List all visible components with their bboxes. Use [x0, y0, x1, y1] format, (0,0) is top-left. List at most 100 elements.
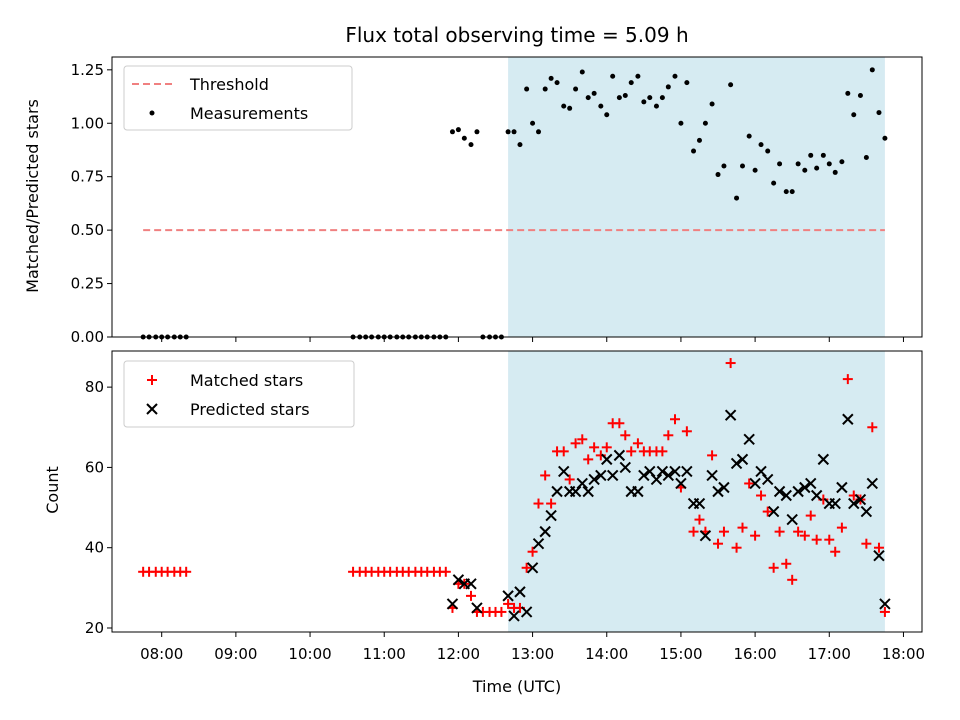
measurement-point	[455, 127, 461, 133]
measurement-point	[709, 101, 715, 107]
measurement-point	[845, 90, 851, 96]
matched-star-point	[737, 522, 748, 533]
measurement-point	[665, 84, 671, 90]
measurement-point	[573, 86, 579, 92]
measurement-point	[653, 103, 659, 109]
matched-star-point	[570, 438, 581, 449]
predicted-star-point	[817, 453, 830, 466]
legend-box-bottom	[123, 360, 355, 428]
predicted-star-point	[656, 465, 669, 478]
matched-star-point	[577, 434, 588, 445]
predicted-star-point	[576, 477, 588, 490]
predicted-star-point	[712, 485, 724, 498]
matched-star-point	[440, 566, 451, 577]
predicted-star-point	[699, 529, 712, 542]
x-tick-label: 09:00	[214, 645, 257, 663]
predicted-star-point	[502, 590, 514, 602]
matched-star-point	[466, 590, 477, 601]
predicted-star-point	[558, 465, 570, 478]
measurement-point	[449, 129, 455, 135]
predicted-star-point	[718, 481, 730, 494]
predicted-star-point	[805, 477, 817, 490]
measurement-point	[728, 82, 734, 88]
measurement-point	[820, 152, 826, 158]
matched-star-point	[589, 442, 600, 453]
x-tick-label: 15:00	[659, 645, 702, 663]
matched-star-point	[713, 538, 724, 549]
predicted-star-point	[773, 485, 786, 498]
predicted-star-point	[446, 598, 459, 610]
predicted-star-point	[551, 485, 563, 498]
matched-star-point	[688, 526, 699, 537]
measurement-point	[691, 148, 697, 154]
measurement-point	[610, 73, 616, 79]
x-tick-label: 17:00	[808, 645, 851, 663]
measurement-point	[826, 161, 832, 167]
measurement-point	[461, 135, 467, 141]
matched-star-point	[626, 446, 637, 457]
measurement-point	[585, 95, 591, 101]
matched-star-point	[564, 474, 575, 485]
predicted-star-point	[539, 525, 551, 538]
measurement-point	[808, 152, 814, 158]
chart-title: Flux total observing time = 5.09 h	[345, 23, 688, 47]
predicted-star-point	[767, 505, 780, 518]
predicted-star-point	[669, 465, 681, 478]
predicted-star-point	[465, 578, 477, 590]
measurement-point	[777, 161, 783, 167]
measurement-point	[765, 148, 771, 154]
measurement-point	[517, 142, 523, 148]
matched-star-point	[663, 430, 674, 441]
measurement-point	[684, 80, 690, 86]
matched-star-point	[657, 446, 668, 457]
predicted-star-point	[632, 485, 644, 498]
matched-star-point	[861, 538, 872, 549]
measurement-point	[882, 135, 888, 141]
y-tick-label: 20	[85, 619, 104, 637]
matched-star-point	[583, 454, 594, 465]
predicted-star-point	[799, 481, 811, 494]
matched-star-point	[540, 470, 551, 481]
matched-star-point	[707, 450, 718, 461]
matched-star-point	[718, 526, 729, 537]
measurement-point	[554, 80, 560, 86]
measurement-point	[548, 75, 554, 81]
measurement-point	[758, 142, 764, 148]
measurement-point	[832, 169, 838, 175]
matched-star-point	[503, 598, 514, 609]
matched-star-point	[787, 574, 798, 585]
matched-star-point	[601, 442, 612, 453]
predicted-star-point	[693, 497, 706, 510]
matched-star-point	[781, 558, 792, 569]
measurement-point	[635, 73, 641, 79]
predicted-star-point	[848, 497, 860, 510]
x-axis-label: Time (UTC)	[472, 677, 561, 696]
panel-bottom: 20 40 60 80 08:00 09:00 10:00 11:00 12:00 13:00 1…	[43, 350, 925, 663]
matched-star-point	[793, 526, 804, 537]
matched-star-point	[799, 530, 810, 541]
predicted-star-point	[508, 610, 520, 622]
y-axis-label-bottom: Count	[43, 466, 62, 514]
predicted-star-point	[520, 606, 533, 618]
axes-frame-bottom	[111, 350, 923, 633]
matched-star-point	[830, 546, 841, 557]
x-ticks-bottom: 08:00 09:00 10:00 11:00 12:00 13:00 14:00 15:00…	[140, 632, 925, 663]
predicted-star-point	[706, 469, 718, 482]
predicted-star-point	[829, 497, 841, 510]
measurement-point	[567, 105, 573, 111]
y-tick-label: 0.25	[71, 275, 104, 293]
measurement-point	[771, 180, 777, 186]
matched-star-point	[694, 514, 705, 525]
measurement-point	[869, 67, 875, 73]
matched-star-point	[805, 510, 816, 521]
matched-star-point	[614, 418, 625, 429]
measurement-point	[795, 161, 801, 167]
x-tick-label: 08:00	[140, 645, 183, 663]
matched-star-point	[811, 534, 822, 545]
predicted-star-point	[582, 485, 594, 498]
matched-star-point	[496, 606, 507, 617]
matched-star-point	[181, 566, 192, 577]
measurement-point	[628, 80, 634, 86]
predicted-star-point	[526, 562, 539, 574]
matched-star-point	[836, 522, 847, 533]
